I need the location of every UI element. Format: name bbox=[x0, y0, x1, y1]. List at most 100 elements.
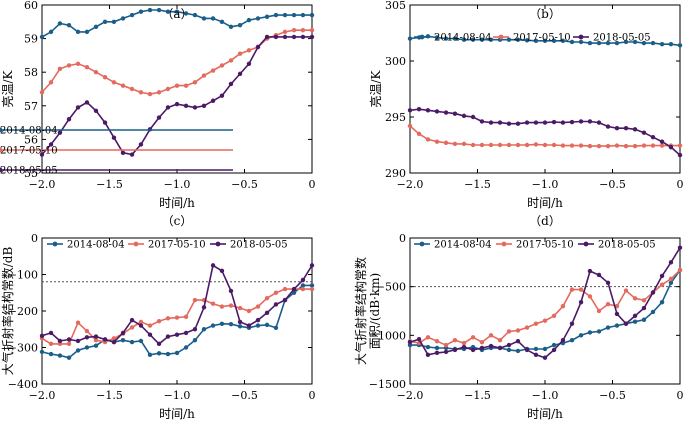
data-point bbox=[578, 39, 584, 45]
data-point bbox=[138, 338, 144, 344]
chart-panel-4: −2.0 −1.5 −1.0 −0.5 0 −1500 −1000 −500 0 2014-08-… bbox=[353, 214, 684, 421]
data-point bbox=[147, 7, 153, 13]
data-point bbox=[587, 143, 593, 149]
data-point bbox=[282, 286, 288, 292]
data-point bbox=[488, 343, 494, 349]
data-point bbox=[425, 108, 431, 113]
data-point bbox=[578, 119, 584, 124]
data-point bbox=[524, 38, 530, 43]
data-point bbox=[75, 348, 81, 353]
data-point bbox=[75, 320, 81, 325]
data-point bbox=[434, 345, 440, 351]
data-point bbox=[201, 16, 207, 21]
data-point bbox=[587, 268, 593, 274]
data-point bbox=[479, 339, 485, 345]
data-point bbox=[542, 355, 548, 360]
data-point bbox=[533, 120, 539, 125]
data-point bbox=[111, 336, 117, 341]
data-point bbox=[246, 61, 252, 66]
y-axis-label-line2: 面积/(dB·km) bbox=[368, 273, 382, 349]
data-point bbox=[255, 44, 261, 50]
y-axis-label-line1: 大气折射率结构常数 bbox=[353, 257, 368, 365]
data-point bbox=[677, 152, 683, 158]
data-point bbox=[506, 342, 512, 348]
data-point bbox=[75, 105, 81, 110]
y-tick-label: −500 bbox=[376, 281, 406, 294]
series-line-2018-05-05 bbox=[41, 36, 312, 156]
data-point bbox=[596, 329, 602, 334]
data-point bbox=[102, 337, 108, 342]
y-tick-label: −1500 bbox=[369, 378, 406, 391]
data-point bbox=[461, 340, 467, 346]
data-point bbox=[650, 290, 656, 295]
data-point bbox=[309, 28, 315, 33]
data-point bbox=[39, 152, 45, 157]
data-point bbox=[659, 273, 665, 279]
x-axis-label: 时间/h bbox=[527, 196, 563, 210]
data-point bbox=[246, 48, 252, 53]
data-point bbox=[605, 40, 611, 46]
data-point bbox=[461, 344, 467, 350]
data-point bbox=[129, 325, 135, 330]
data-point bbox=[237, 324, 243, 329]
data-point bbox=[677, 267, 683, 273]
data-point bbox=[237, 51, 243, 56]
data-point bbox=[57, 130, 63, 135]
data-point bbox=[129, 152, 135, 157]
legend-marker bbox=[501, 241, 507, 247]
data-point bbox=[183, 345, 189, 350]
data-point bbox=[75, 338, 81, 344]
data-point bbox=[452, 36, 458, 41]
data-point bbox=[542, 346, 548, 352]
x-tick-label: −1.0 bbox=[164, 389, 191, 402]
data-point bbox=[264, 34, 270, 40]
data-point bbox=[228, 321, 234, 327]
data-point bbox=[569, 338, 575, 343]
data-point bbox=[641, 317, 647, 322]
legend-marker bbox=[583, 241, 589, 247]
data-point bbox=[641, 298, 647, 303]
data-point bbox=[542, 318, 548, 323]
x-axis-label: 时间/h bbox=[159, 407, 195, 421]
data-point bbox=[156, 319, 162, 324]
data-point bbox=[596, 272, 602, 278]
panel-label: （d） bbox=[529, 214, 561, 228]
data-point bbox=[650, 40, 656, 46]
data-point bbox=[219, 304, 225, 309]
data-point bbox=[273, 290, 279, 295]
data-point bbox=[605, 325, 611, 330]
data-point bbox=[479, 142, 485, 148]
data-point bbox=[174, 101, 180, 107]
data-point bbox=[587, 330, 593, 335]
data-point bbox=[210, 16, 216, 21]
data-point bbox=[479, 37, 485, 42]
data-point bbox=[641, 305, 647, 311]
data-point bbox=[416, 106, 422, 112]
data-point bbox=[614, 143, 620, 148]
data-point bbox=[677, 245, 683, 250]
data-point bbox=[452, 111, 458, 116]
data-point bbox=[596, 308, 602, 314]
data-point bbox=[183, 11, 189, 16]
data-point bbox=[443, 110, 449, 115]
data-point bbox=[560, 38, 566, 44]
data-point bbox=[120, 83, 126, 88]
data-point bbox=[111, 80, 117, 85]
data-point bbox=[596, 143, 602, 149]
legend-marker bbox=[419, 241, 425, 247]
data-point bbox=[165, 334, 171, 339]
data-point bbox=[569, 143, 575, 148]
data-point bbox=[623, 39, 629, 45]
legend-entry: 2014-08-04 bbox=[0, 126, 58, 137]
data-point bbox=[470, 347, 476, 353]
data-point bbox=[156, 351, 162, 356]
data-point bbox=[614, 311, 620, 317]
x-tick-label: −0.5 bbox=[599, 178, 626, 191]
data-point bbox=[138, 90, 144, 95]
data-point bbox=[246, 308, 252, 314]
data-point bbox=[273, 325, 279, 330]
panel-label: （c） bbox=[162, 214, 193, 228]
data-point bbox=[551, 38, 557, 44]
data-point bbox=[147, 332, 153, 337]
data-point bbox=[677, 143, 683, 148]
